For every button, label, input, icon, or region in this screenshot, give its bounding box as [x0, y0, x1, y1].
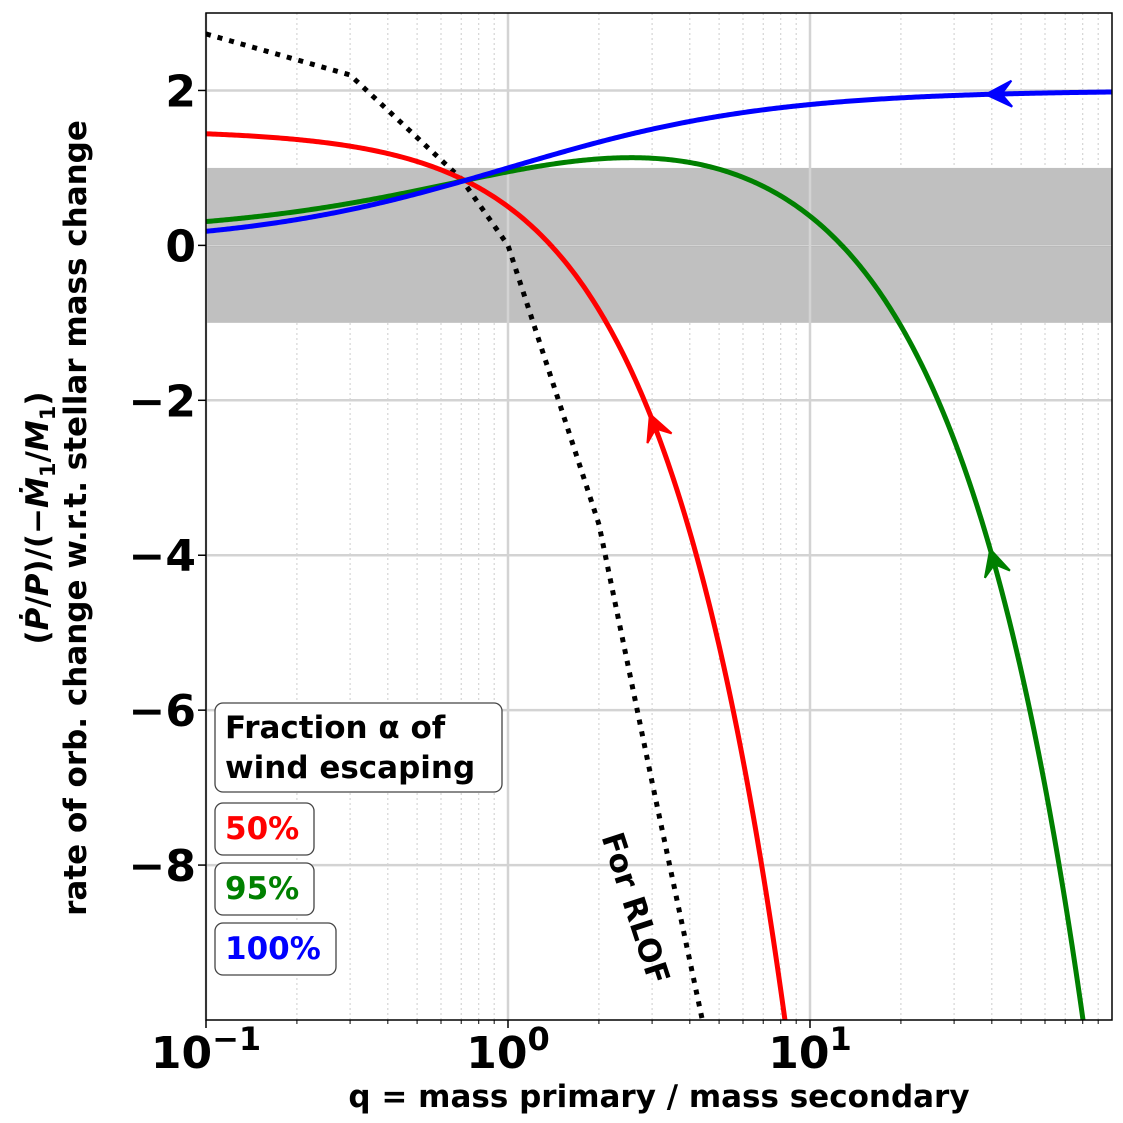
- x-tick-label: 10−1: [151, 1020, 261, 1079]
- y-axis-label-line2: rate of orb. change w.r.t. stellar mass …: [58, 120, 94, 916]
- y-tick-label: 0: [165, 221, 196, 272]
- legend-title-box: [214, 702, 503, 793]
- x-axis-label: q = mass primary / mass secondary: [348, 1079, 969, 1115]
- series-rlof-line: [206, 31, 705, 1020]
- rlof-annotation: For RLOF: [594, 828, 677, 989]
- plot-frame: [205, 12, 1113, 1021]
- y-tick-label: −8: [129, 841, 196, 892]
- legend-entry-50: 50%: [225, 811, 299, 847]
- y-tick-label: 2: [165, 66, 196, 117]
- y-axis-label-line1: (Ṗ/P)/(−Ṁ1/M1): [20, 391, 60, 644]
- legend-title-line2: wind escaping: [225, 750, 475, 786]
- series-arrow-50: [646, 412, 673, 444]
- legend-entry-100: 100%: [225, 931, 321, 967]
- major-gridlines: [204, 13, 1112, 1020]
- legend-box-95: [214, 862, 315, 916]
- y-tick-label: −4: [129, 531, 196, 582]
- svg-text:(Ṗ/P)/(−Ṁ1/M1): (Ṗ/P)/(−Ṁ1/M1): [20, 391, 60, 644]
- x-tick-label: 100: [466, 1020, 550, 1079]
- legend-box-50: [214, 802, 315, 856]
- y-tick-label: −2: [129, 376, 196, 427]
- legend-box-100: [214, 922, 337, 976]
- x-tick-label: 101: [768, 1020, 852, 1079]
- series-line-50: [206, 131, 788, 1020]
- series-line-100: [206, 89, 1112, 234]
- legend: Fraction α of wind escaping 50% 95% 100%: [214, 702, 503, 976]
- y-tick-label: −6: [129, 686, 196, 737]
- series-line-95: [206, 155, 1086, 1020]
- legend-title-line1: Fraction α of: [225, 710, 446, 746]
- series-arrow-95: [983, 547, 1011, 579]
- series-arrow-100: [983, 79, 1013, 108]
- legend-entry-95: 95%: [225, 871, 299, 907]
